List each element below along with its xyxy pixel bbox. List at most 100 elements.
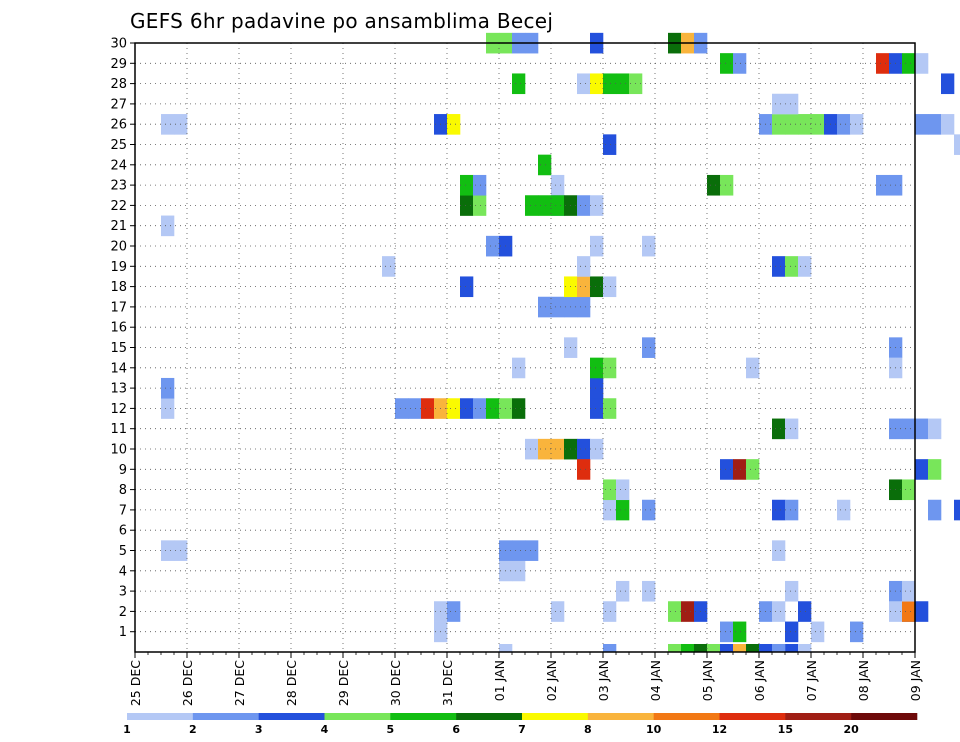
precip-cell	[460, 398, 474, 419]
colorbar-swatch	[719, 713, 786, 720]
precip-cell	[772, 540, 786, 561]
y-tick-labels: 1234567891011121314151617181920212223242…	[110, 37, 127, 641]
y-tick-label: 26	[110, 118, 127, 133]
precip-cell	[941, 73, 955, 95]
precip-cell	[603, 644, 617, 653]
y-tick-label: 29	[110, 57, 127, 72]
precip-cell	[772, 114, 786, 135]
precip-cell	[616, 499, 630, 521]
precip-cell	[408, 398, 422, 419]
y-tick-label: 1	[119, 625, 127, 640]
precip-cell	[161, 377, 175, 399]
precip-cell	[603, 398, 617, 419]
colorbar-swatch	[522, 713, 589, 720]
precip-cell	[538, 296, 552, 318]
y-tick-label: 17	[110, 300, 127, 315]
colorbar-label: 5	[387, 723, 395, 736]
precip-cell	[161, 398, 175, 419]
precip-cell	[720, 459, 734, 480]
precip-cell	[499, 644, 513, 653]
precip-cell	[486, 398, 500, 419]
y-tick-label: 18	[110, 280, 127, 295]
precip-cell	[603, 479, 617, 501]
colorbar-swatch	[851, 713, 918, 720]
precip-cell	[473, 195, 487, 216]
precip-cell	[603, 73, 617, 95]
precip-cell	[577, 73, 591, 95]
y-tick-label: 20	[110, 240, 127, 255]
colorbar-swatch	[785, 713, 852, 720]
x-tick-label: 30 DEC	[388, 660, 403, 706]
precip-cell	[928, 499, 942, 521]
precip-cell	[928, 459, 942, 480]
precip-cell	[642, 235, 656, 257]
precip-cell	[460, 195, 474, 216]
x-tick-label: 02 JAN	[544, 660, 559, 701]
x-tick-label: 05 JAN	[700, 660, 715, 701]
precip-cell	[161, 540, 175, 561]
y-tick-label: 5	[119, 544, 127, 559]
precip-cell	[941, 114, 955, 135]
colorbar-label: 15	[778, 723, 793, 736]
x-tick-label: 28 DEC	[284, 660, 299, 706]
precip-cell	[720, 644, 734, 653]
precip-cell	[837, 499, 851, 521]
precip-cell	[460, 276, 474, 298]
precip-cell	[733, 621, 747, 643]
colorbar-label: 2	[189, 723, 197, 736]
precip-cell	[798, 644, 812, 653]
precip-cell	[577, 276, 591, 298]
x-tick-label: 09 JAN	[908, 660, 923, 701]
precip-cell	[772, 93, 786, 115]
precip-cell	[590, 438, 604, 460]
x-tick-label: 07 JAN	[804, 660, 819, 701]
precip-cell	[746, 644, 760, 653]
precip-cell	[616, 580, 630, 602]
precip-cell	[902, 580, 916, 602]
precip-cell	[902, 479, 916, 501]
colorbar: 1 2 3 4 5 6 7 8 10 12 15 20	[123, 713, 918, 736]
y-tick-label: 21	[110, 219, 127, 234]
precip-cell	[512, 398, 526, 419]
precip-cell	[798, 601, 812, 622]
colorbar-label: 20	[844, 723, 860, 736]
precip-cell	[603, 499, 617, 521]
y-tick-label: 10	[110, 443, 127, 458]
precip-cell	[538, 154, 552, 176]
precip-cell	[577, 459, 591, 480]
precip-cell	[590, 235, 604, 257]
precip-cell	[798, 256, 812, 277]
precip-cell	[785, 499, 799, 521]
precip-cell	[460, 174, 474, 196]
precip-cell	[603, 134, 617, 155]
precip-cell	[525, 540, 539, 561]
precip-cell	[720, 621, 734, 643]
precip-cell	[447, 398, 461, 419]
precip-cell	[473, 398, 487, 419]
y-tick-label: 16	[110, 321, 127, 336]
precip-cell	[759, 644, 773, 653]
precip-cell	[590, 377, 604, 399]
precip-cell	[512, 73, 526, 95]
precip-cell	[551, 296, 565, 318]
y-tick-label: 7	[119, 503, 127, 518]
colorbar-swatch	[258, 713, 325, 720]
colorbar-swatch	[324, 713, 391, 720]
precip-cell	[811, 621, 825, 643]
precip-cell	[694, 644, 708, 653]
y-tick-label: 3	[119, 585, 127, 600]
precip-cell	[512, 540, 526, 561]
precip-cell	[642, 580, 656, 602]
precip-cell	[642, 337, 656, 358]
precip-cell	[915, 601, 929, 622]
precip-cell	[785, 644, 799, 653]
precip-cell	[486, 235, 500, 257]
precip-cell	[161, 215, 175, 237]
y-tick-label: 19	[110, 260, 127, 275]
precip-cell	[642, 499, 656, 521]
precip-cell	[954, 499, 960, 521]
precip-cell	[382, 256, 396, 277]
precip-cell	[577, 438, 591, 460]
axes-layer	[130, 42, 916, 658]
colorbar-swatch	[587, 713, 654, 720]
